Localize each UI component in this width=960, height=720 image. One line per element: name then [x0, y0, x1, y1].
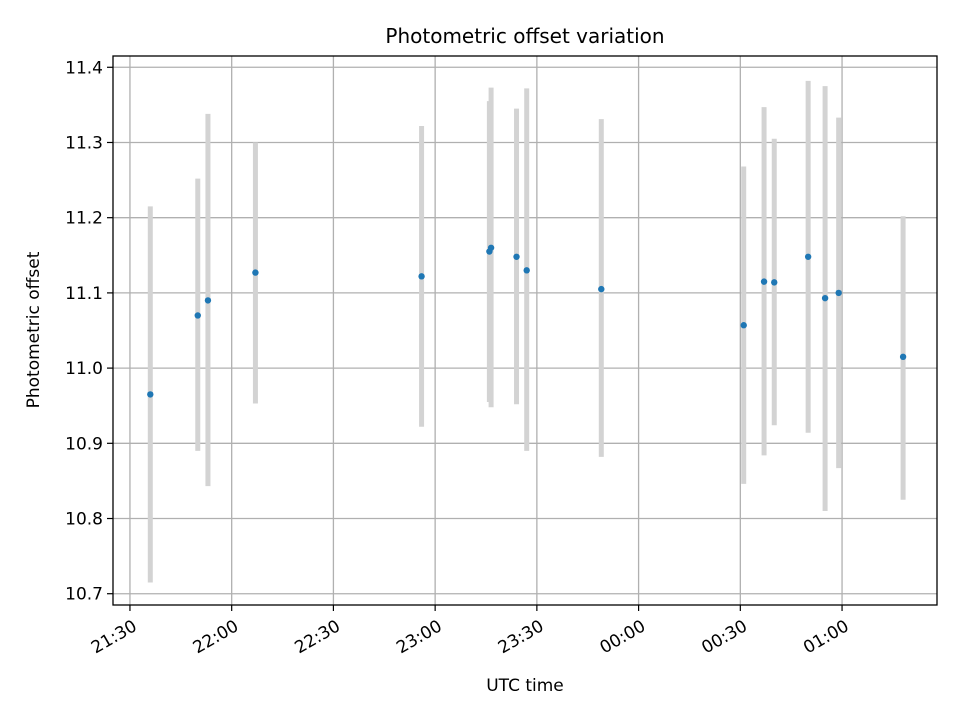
data-point: [740, 322, 747, 329]
y-tick-label: 11.3: [65, 133, 103, 153]
errorbar-layer: [147, 80, 906, 583]
data-point: [760, 278, 768, 285]
x-axis-label: UTC time: [486, 676, 564, 696]
data-point: [147, 391, 154, 398]
chart-title: Photometric offset variation: [385, 24, 664, 48]
data-point: [771, 279, 778, 286]
data-point: [804, 253, 812, 260]
point-layer: [147, 244, 907, 398]
x-tick-label: 23:30: [495, 616, 547, 658]
x-tick-label: 01:00: [800, 616, 852, 658]
data-point: [487, 244, 495, 251]
data-point: [194, 312, 201, 319]
x-tick-label: 22:30: [291, 616, 343, 658]
x-tick-label: 22:00: [190, 616, 242, 658]
plot-frame: [112, 55, 938, 606]
x-axis: 21:30 22:00 22:30 23:00 23:30 00:00 00:30 01:00: [88, 605, 853, 658]
y-tick-label: 10.8: [65, 510, 103, 530]
data-point: [523, 267, 530, 274]
x-tick-label: 23:00: [393, 616, 445, 658]
data-point: [513, 253, 520, 260]
data-point: [598, 285, 605, 293]
y-tick-label: 11.4: [65, 58, 103, 78]
y-tick-label: 11.2: [65, 209, 103, 229]
x-tick-label: 00:00: [597, 616, 649, 658]
data-point: [252, 269, 259, 276]
y-axis: 10.7 10.8 10.9 11.0 11.1 11.2 11.3 11.4: [65, 58, 113, 605]
y-tick-label: 11.1: [65, 284, 103, 304]
y-axis-label: Photometric offset: [24, 251, 44, 408]
y-tick-label: 11.0: [65, 359, 103, 379]
data-point: [204, 297, 212, 304]
x-tick-label: 00:30: [698, 616, 750, 658]
y-tick-label: 10.9: [65, 434, 103, 454]
data-point: [821, 294, 829, 302]
data-point: [899, 353, 907, 361]
x-tick-label: 21:30: [88, 616, 140, 658]
y-tick-label: 10.7: [65, 585, 103, 605]
data-point: [418, 273, 425, 280]
data-point: [835, 289, 842, 297]
